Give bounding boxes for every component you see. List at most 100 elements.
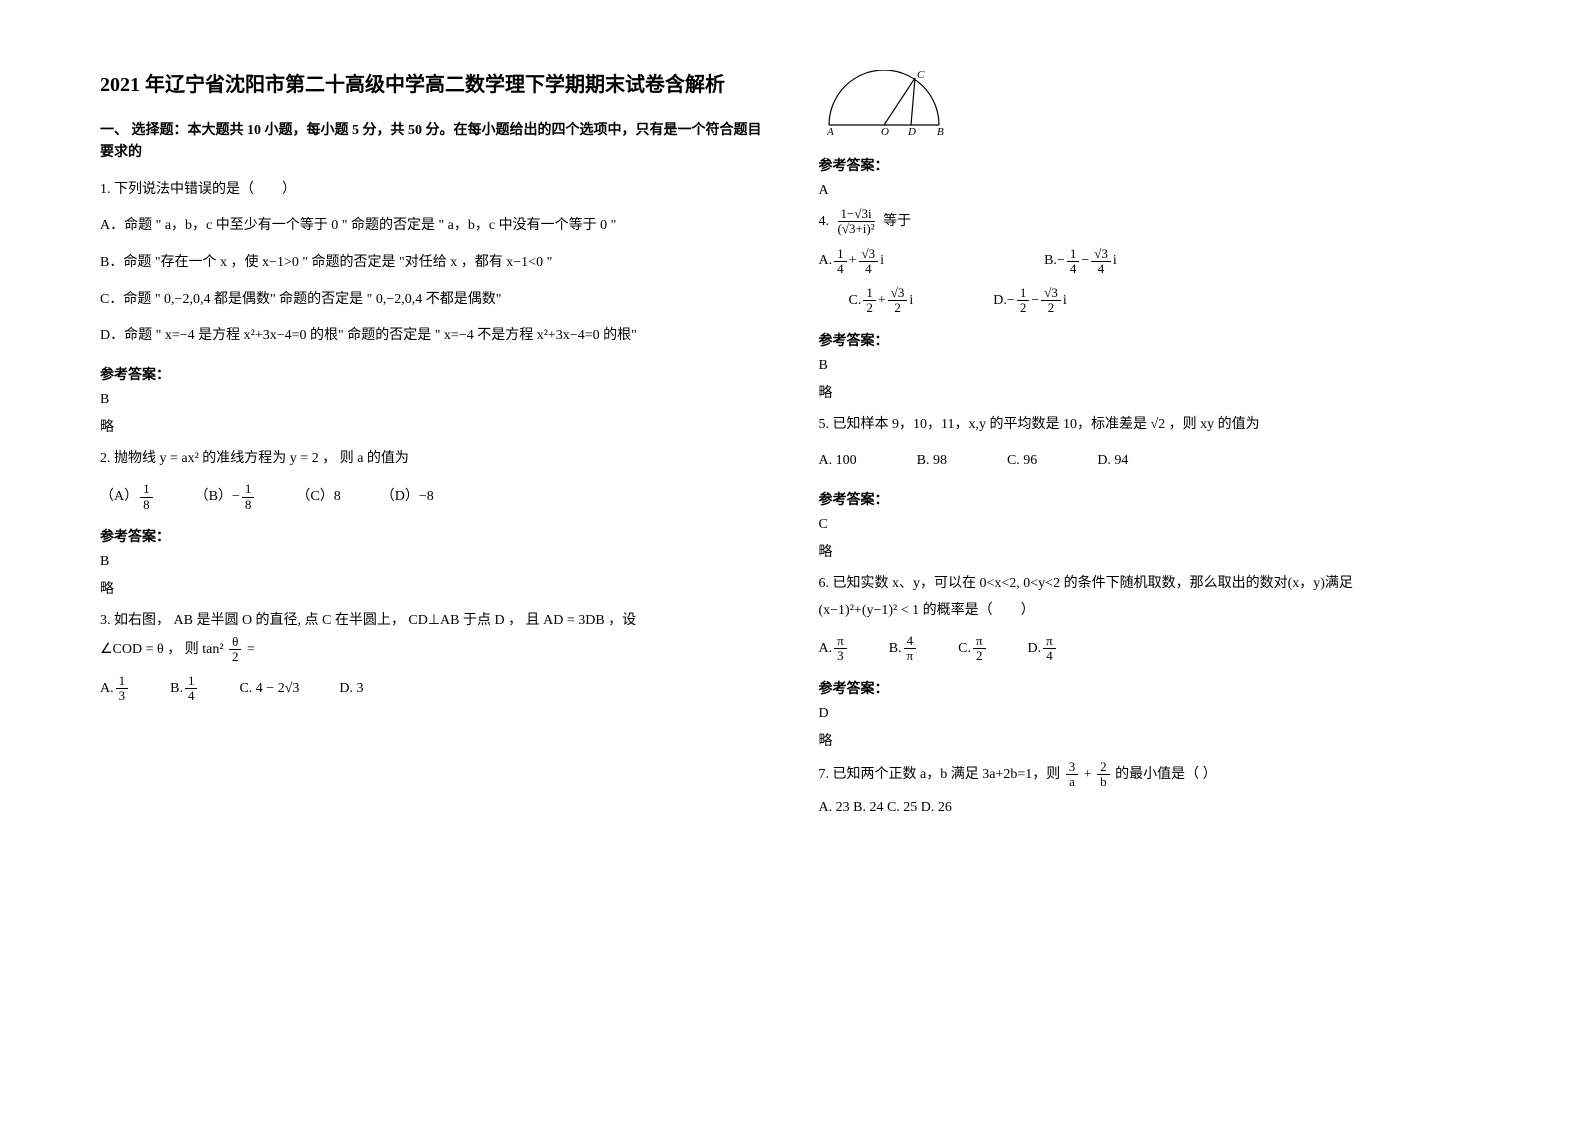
q3-theta-frac: θ 2 xyxy=(229,635,242,665)
q2-b-frac: 1 8 xyxy=(242,482,255,512)
question-3: 3. 如右图， AB 是半圆 O 的直径, 点 C 在半圆上， CD⊥AB 于点… xyxy=(100,608,769,704)
q4-a-den2: 4 xyxy=(862,262,875,276)
q3-a-frac: 1 3 xyxy=(116,674,129,704)
q1-opt-b: B．命题 "存在一个 x ，使 x−1>0 " 命题的否定是 "对任给 x ，都… xyxy=(100,250,769,277)
q6-stem1: 6. 已知实数 x、y，可以在 0<x<2, 0<y<2 的条件下随机取数，那么… xyxy=(819,571,1488,598)
q4-opt-c: C. 1 2 + √3 2 i xyxy=(849,286,914,316)
q6-d-den: 4 xyxy=(1043,649,1056,663)
q4-d-den1: 2 xyxy=(1017,301,1030,315)
q1-answer-label: 参考答案： xyxy=(100,364,769,384)
q4-a-num1: 1 xyxy=(834,247,847,262)
q7-stem: 7. 已知两个正数 a，b 满足 3a+2b=1，则 3 a + 2 b 的最小… xyxy=(819,760,1488,790)
q3-stem1: 3. 如右图， AB 是半圆 O 的直径, 点 C 在半圆上， CD⊥AB 于点… xyxy=(100,608,769,635)
q4-prefix: 4. xyxy=(819,214,833,229)
q6-d-label: D. xyxy=(1028,636,1042,663)
q3-theta-num: θ xyxy=(229,635,241,650)
q4-a-den1: 4 xyxy=(834,262,847,276)
q4-a-frac1: 1 4 xyxy=(834,247,847,277)
question-1: 1. 下列说法中错误的是（ ） A．命题 " a，b，c 中至少有一个等于 0 … xyxy=(100,177,769,350)
q4-main-den: (√3+i)² xyxy=(835,222,878,236)
q2-answer: B xyxy=(100,554,769,570)
q2-a-label: （A） xyxy=(100,484,138,511)
q4-d-frac2: √3 2 xyxy=(1041,286,1061,316)
q7-prefix: 7. 已知两个正数 a，b 满足 3a+2b=1，则 xyxy=(819,767,1064,782)
q7-frac2: 2 b xyxy=(1097,760,1110,790)
q6-a-frac: π 3 xyxy=(834,634,847,664)
q4-b-minus: − xyxy=(1081,248,1089,275)
q1-opt-c: C．命题 " 0,−2,0,4 都是偶数" 命题的否定是 " 0,−2,0,4 … xyxy=(100,287,769,314)
q2-stem: 2. 抛物线 y = ax² 的准线方程为 y = 2 ， 则 a 的值为 xyxy=(100,446,769,473)
q7-options: A. 23 B. 24 C. 25 D. 26 xyxy=(819,795,1488,822)
q4-answer: B xyxy=(819,358,1488,374)
q4-c-plus: + xyxy=(878,288,886,315)
q3-opt-b: B. 1 4 xyxy=(170,674,199,704)
q3-b-frac: 1 4 xyxy=(185,674,198,704)
q4-b-frac1: 1 4 xyxy=(1067,247,1080,277)
q4-a-frac2: √3 4 xyxy=(859,247,879,277)
q4-c-frac1: 1 2 xyxy=(863,286,876,316)
diagram-label-a: A xyxy=(826,126,834,135)
q1-opt-d: D．命题 " x=−4 是方程 x²+3x−4=0 的根" 命题的否定是 " x… xyxy=(100,323,769,350)
q6-c-label: C. xyxy=(958,636,971,663)
q2-opt-b: （B） − 1 8 xyxy=(195,482,257,512)
q2-opt-d: （D）−8 xyxy=(381,482,434,512)
q4-d-suffix: i xyxy=(1063,288,1067,315)
q3-eq: = xyxy=(247,642,255,657)
q6-b-num: 4 xyxy=(904,634,917,649)
q3-a-den: 3 xyxy=(116,689,129,703)
q4-b-den2: 4 xyxy=(1095,262,1108,276)
q2-a-den: 8 xyxy=(140,498,153,512)
q4-c-num1: 1 xyxy=(863,286,876,301)
q5-opt-d: D. 94 xyxy=(1097,448,1128,475)
q4-d-minus: − xyxy=(1031,288,1039,315)
q5-opt-c: C. 96 xyxy=(1007,448,1037,475)
q6-a-label: A. xyxy=(819,636,833,663)
q3-opt-a: A. 1 3 xyxy=(100,674,130,704)
q4-b-suffix: i xyxy=(1113,248,1117,275)
q4-b-frac2: √3 4 xyxy=(1091,247,1111,277)
q4-b-prefix: − xyxy=(1057,248,1065,275)
q3-b-num: 1 xyxy=(185,674,198,689)
q4-suffix: 等于 xyxy=(883,214,911,229)
q4-c-den2: 2 xyxy=(891,301,904,315)
q3-opt-d: D. 3 xyxy=(339,674,363,704)
semicircle-diagram: A O D B C xyxy=(819,70,1488,140)
diagram-label-c: C xyxy=(917,70,925,81)
diagram-label-b: B xyxy=(937,126,944,135)
q2-answer-label: 参考答案： xyxy=(100,526,769,546)
q4-b-num2: √3 xyxy=(1091,247,1111,262)
q2-b-den: 8 xyxy=(242,498,255,512)
q6-d-frac: π 4 xyxy=(1043,634,1056,664)
q4-comment: 略 xyxy=(819,382,1488,402)
q6-d-num: π xyxy=(1043,634,1056,649)
q7-frac1: 3 a xyxy=(1066,760,1079,790)
q7-plus: + xyxy=(1084,767,1092,782)
q4-a-num2: √3 xyxy=(859,247,879,262)
q4-main-num: 1−√3i xyxy=(838,207,875,222)
q7-f1-den: a xyxy=(1066,775,1078,789)
question-6: 6. 已知实数 x、y，可以在 0<x<2, 0<y<2 的条件下随机取数，那么… xyxy=(819,571,1488,664)
q1-opt-a: A．命题 " a，b，c 中至少有一个等于 0 " 命题的否定是 " a，b，c… xyxy=(100,213,769,240)
q4-opt-b: B. − 1 4 − √3 4 i xyxy=(1044,247,1117,277)
q6-comment: 略 xyxy=(819,730,1488,750)
q6-answer-label: 参考答案： xyxy=(819,678,1488,698)
q4-opt-a: A. 1 4 + √3 4 i xyxy=(819,247,885,277)
q5-comment: 略 xyxy=(819,541,1488,561)
q3-b-label: B. xyxy=(170,676,183,703)
q3-a-label: A. xyxy=(100,676,114,703)
q2-a-frac: 1 8 xyxy=(140,482,153,512)
q4-a-suffix: i xyxy=(880,248,884,275)
question-7: 7. 已知两个正数 a，b 满足 3a+2b=1，则 3 a + 2 b 的最小… xyxy=(819,760,1488,822)
q6-b-frac: 4 π xyxy=(904,634,917,664)
q4-b-label: B. xyxy=(1044,248,1057,275)
q6-a-den: 3 xyxy=(834,649,847,663)
q1-stem: 1. 下列说法中错误的是（ ） xyxy=(100,177,769,204)
q3-answer: A xyxy=(819,183,1488,199)
q3-theta-den: 2 xyxy=(229,650,242,664)
q5-opt-b: B. 98 xyxy=(917,448,947,475)
q4-d-num2: √3 xyxy=(1041,286,1061,301)
q4-d-label: D. xyxy=(993,288,1007,315)
question-2: 2. 抛物线 y = ax² 的准线方程为 y = 2 ， 则 a 的值为 （A… xyxy=(100,446,769,512)
q3-b-den: 4 xyxy=(185,689,198,703)
q5-stem: 5. 已知样本 9，10，11，x,y 的平均数是 10，标准差是 √2 ，则 … xyxy=(819,412,1488,439)
